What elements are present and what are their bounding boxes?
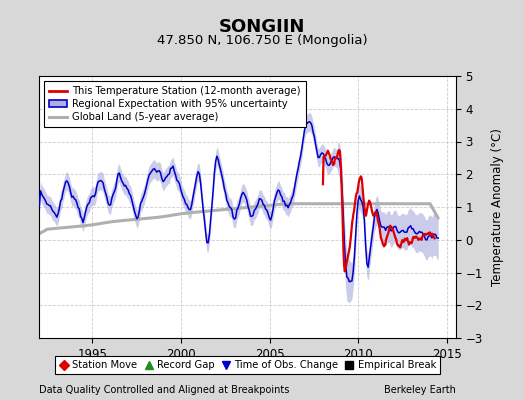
Text: Data Quality Controlled and Aligned at Breakpoints: Data Quality Controlled and Aligned at B… (39, 385, 290, 395)
Text: SONGIIN: SONGIIN (219, 18, 305, 36)
Text: 47.850 N, 106.750 E (Mongolia): 47.850 N, 106.750 E (Mongolia) (157, 34, 367, 47)
Legend: This Temperature Station (12-month average), Regional Expectation with 95% uncer: This Temperature Station (12-month avera… (45, 81, 306, 127)
Text: Berkeley Earth: Berkeley Earth (384, 385, 456, 395)
Y-axis label: Temperature Anomaly (°C): Temperature Anomaly (°C) (492, 128, 504, 286)
Legend: Station Move, Record Gap, Time of Obs. Change, Empirical Break: Station Move, Record Gap, Time of Obs. C… (55, 356, 440, 374)
